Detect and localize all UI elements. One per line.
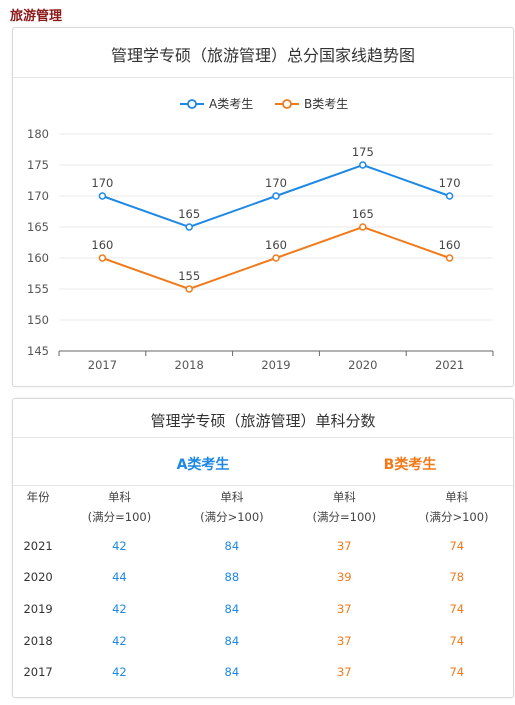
cell-year: 2019 [23, 601, 53, 616]
group-a-label: A类考生 [176, 457, 230, 473]
x-tick-label: 2018 [175, 358, 204, 372]
data-point [272, 192, 280, 200]
y-tick-label: 175 [27, 158, 49, 172]
x-tick-label: 2017 [88, 358, 117, 372]
data-label: 165 [178, 207, 200, 221]
cell-year: 2017 [23, 665, 53, 680]
cell-b1: 37 [336, 633, 352, 648]
data-label: 160 [91, 238, 113, 252]
cell-b2: 74 [449, 538, 465, 553]
data-point [185, 223, 193, 231]
chart-title-divider [13, 77, 513, 78]
data-point [445, 254, 454, 262]
y-tick-label: 170 [27, 189, 49, 203]
table-row: 2020 44 88 39 78 [13, 562, 513, 594]
cell-year: 2021 [23, 538, 53, 553]
header-a-single-over100: 单科 (满分>100) [200, 490, 264, 524]
data-point [98, 254, 107, 262]
x-tick-label: 2021 [435, 358, 464, 372]
cell-a1: 42 [112, 601, 127, 616]
table-title-divider [13, 437, 513, 438]
cell-a1: 42 [112, 633, 127, 648]
cell-a2: 84 [224, 538, 240, 553]
cell-a2: 84 [224, 633, 240, 648]
header-a-single-100: 单科 (满分=100) [87, 490, 152, 524]
data-point [272, 254, 280, 262]
cell-b1: 39 [336, 570, 352, 585]
legend-label: B类考生 [304, 97, 348, 111]
cell-b1: 37 [336, 601, 352, 616]
cell-year: 2018 [23, 633, 53, 648]
cell-a2: 84 [224, 601, 240, 616]
data-point [98, 192, 107, 200]
data-point [445, 192, 454, 200]
cell-b1: 37 [336, 538, 352, 553]
cell-year: 2020 [23, 570, 53, 585]
legend-label: A类考生 [209, 97, 253, 111]
x-tick-label: 2020 [348, 358, 377, 372]
table-row: 2018 42 84 37 74 [13, 625, 513, 657]
data-label: 170 [265, 176, 287, 190]
y-tick-label: 165 [27, 220, 49, 234]
y-tick-label: 145 [27, 344, 49, 358]
table-row: 2019 42 84 37 74 [13, 593, 513, 625]
header-year: 年份 [26, 490, 50, 504]
table-row: 2017 42 84 37 74 [13, 656, 513, 688]
cell-a1: 42 [112, 665, 127, 680]
score-table-card: 管理学专硕（旅游管理）单科分数 A类考生 B类考生 年份 单科 (满分=100) … [12, 398, 514, 698]
cell-a2: 84 [224, 665, 240, 680]
chart-title: 管理学专硕（旅游管理）总分国家线趋势图 [110, 46, 415, 65]
y-tick-label: 180 [27, 127, 49, 141]
cell-a1: 44 [112, 570, 127, 585]
cell-b2: 78 [449, 570, 465, 585]
cell-b2: 74 [449, 601, 465, 616]
table-header-row: 年份 单科 (满分=100) 单科 (满分>100) 单科 (满分=100) 单科 (满… [13, 487, 513, 530]
legend-marker [282, 99, 292, 109]
y-tick-label: 150 [27, 313, 49, 327]
score-table: 年份 单科 (满分=100) 单科 (满分>100) 单科 (满分=100) 单科 (满… [13, 487, 513, 688]
x-tick-label: 2019 [261, 358, 290, 372]
data-label: 160 [265, 238, 287, 252]
y-tick-label: 155 [27, 282, 49, 296]
cell-a1: 42 [112, 538, 127, 553]
cell-b2: 74 [449, 633, 465, 648]
data-label: 170 [439, 176, 461, 190]
header-b-single-100: 单科 (满分=100) [312, 490, 377, 524]
data-label: 165 [352, 207, 374, 221]
data-label: 155 [178, 269, 200, 283]
group-divider [13, 485, 513, 486]
data-point [185, 285, 193, 293]
cell-b1: 37 [336, 665, 352, 680]
table-row: 2021 42 84 37 74 [13, 530, 513, 562]
line-chart: 145 150 155 160 165 170 175 180 2017 2018 2019 2020… [27, 97, 494, 372]
data-point [359, 223, 367, 231]
cell-b2: 74 [449, 665, 465, 680]
header-b-single-over100: 单科 (满分>100) [424, 490, 489, 524]
data-label: 160 [439, 238, 461, 252]
page-heading: 旅游管理 [10, 9, 63, 24]
data-point [359, 161, 367, 169]
chart-card: 管理学专硕（旅游管理）总分国家线趋势图 145 150 155 160 165 170 17… [12, 27, 514, 387]
legend-marker [187, 99, 197, 109]
data-label: 170 [91, 176, 113, 190]
data-label: 175 [352, 145, 374, 159]
cell-a2: 88 [224, 570, 240, 585]
table-title: 管理学专硕（旅游管理）单科分数 [150, 412, 376, 430]
y-tick-label: 160 [27, 251, 49, 265]
group-b-label: B类考生 [383, 457, 437, 473]
